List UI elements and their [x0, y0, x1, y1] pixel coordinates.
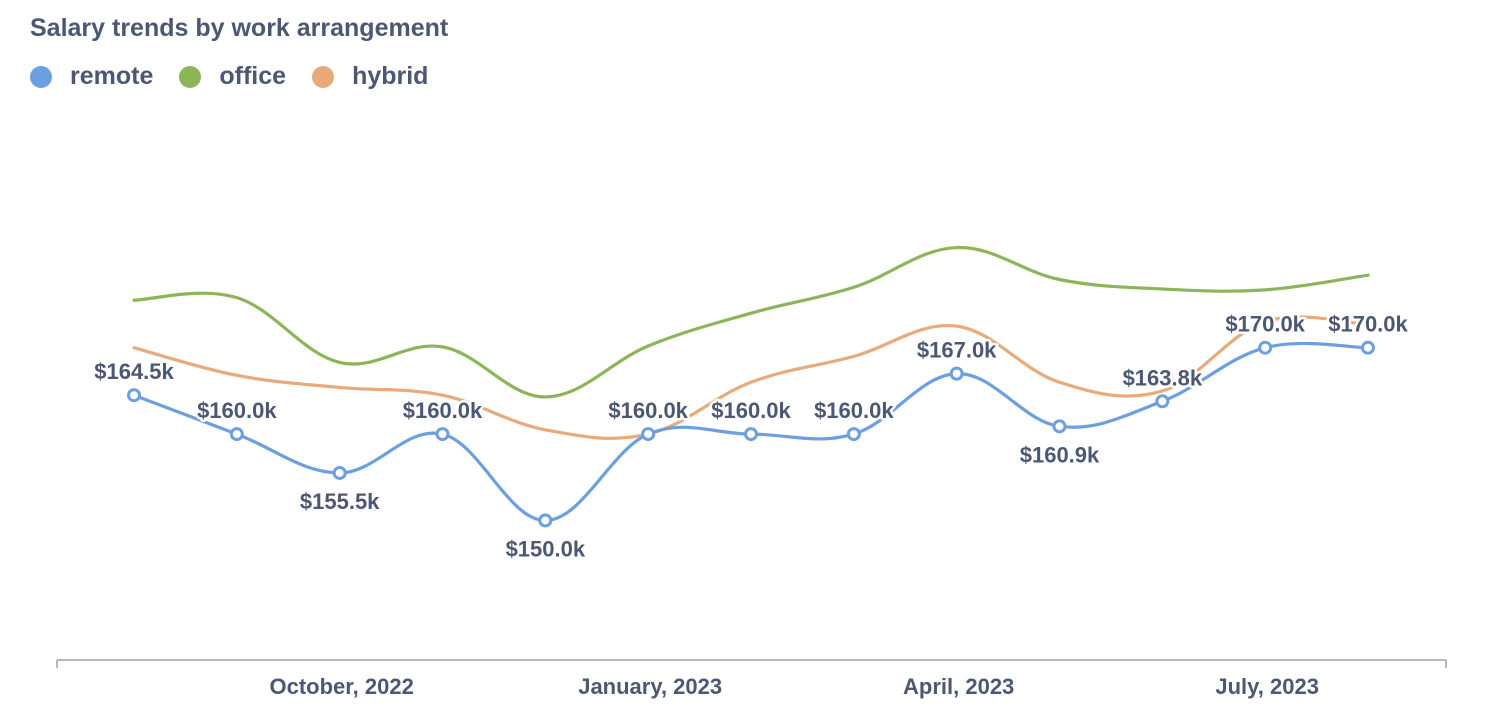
data-point-remote[interactable] — [332, 465, 347, 480]
data-point-remote[interactable] — [1155, 394, 1170, 409]
data-point-remote[interactable] — [641, 427, 656, 442]
data-label-remote: $167.0k — [917, 338, 997, 363]
data-label-remote: $160.9k — [1020, 442, 1100, 467]
series-line-office[interactable] — [132, 245, 1370, 399]
data-point-remote[interactable] — [435, 427, 450, 442]
legend-item-remote[interactable]: remote — [30, 62, 153, 91]
data-label-remote: $160.0k — [608, 398, 688, 423]
data-label-remote: $155.5k — [300, 489, 380, 514]
legend-label-remote: remote — [70, 62, 154, 90]
data-label-remote: $160.0k — [814, 398, 894, 423]
data-point-remote[interactable] — [949, 366, 964, 381]
series-line-hybrid[interactable] — [132, 315, 1370, 440]
x-axis: October, 2022 January, 2023 April, 2023 Jul… — [56, 659, 1447, 699]
data-label-remote: $150.0k — [506, 536, 586, 561]
legend-dot-office-icon — [179, 65, 202, 88]
data-labels: $164.5k $160.0k $155.5k $160.0k $150.0k $160.… — [92, 309, 1411, 564]
data-point-remote[interactable] — [1258, 340, 1273, 355]
legend-dot-hybrid-icon — [312, 65, 335, 88]
data-label-remote: $160.0k — [197, 398, 277, 423]
data-point-remote[interactable] — [127, 388, 141, 403]
data-point-remote[interactable] — [538, 513, 553, 528]
x-tick-label: July, 2023 — [1215, 674, 1319, 699]
data-point-remote[interactable] — [846, 427, 861, 442]
x-tick-label: October, 2022 — [270, 674, 414, 699]
chart-title: Salary trends by work arrangement — [30, 14, 449, 42]
data-point-remote[interactable] — [229, 427, 244, 442]
data-label-remote: $160.0k — [403, 398, 483, 423]
data-label-remote: $164.5k — [94, 359, 174, 384]
legend-item-office[interactable]: office — [179, 62, 286, 91]
data-point-remote[interactable] — [1361, 340, 1375, 355]
series-markers — [127, 340, 1375, 528]
legend-item-hybrid[interactable]: hybrid — [312, 62, 428, 91]
data-label-remote: $163.8k — [1123, 365, 1203, 390]
data-label-remote: $160.0k — [711, 398, 791, 423]
data-point-remote[interactable] — [1052, 419, 1067, 434]
legend-dot-remote-icon — [30, 65, 52, 88]
x-tick-label: April, 2023 — [903, 674, 1014, 699]
data-point-remote[interactable] — [744, 427, 758, 442]
legend: remote office hybrid — [30, 62, 454, 91]
legend-label-office: office — [219, 62, 287, 90]
x-tick-label: January, 2023 — [578, 674, 722, 699]
data-label-remote: $170.0k — [1225, 312, 1305, 337]
legend-label-hybrid: hybrid — [352, 62, 429, 90]
data-label-remote: $170.0k — [1328, 312, 1408, 337]
